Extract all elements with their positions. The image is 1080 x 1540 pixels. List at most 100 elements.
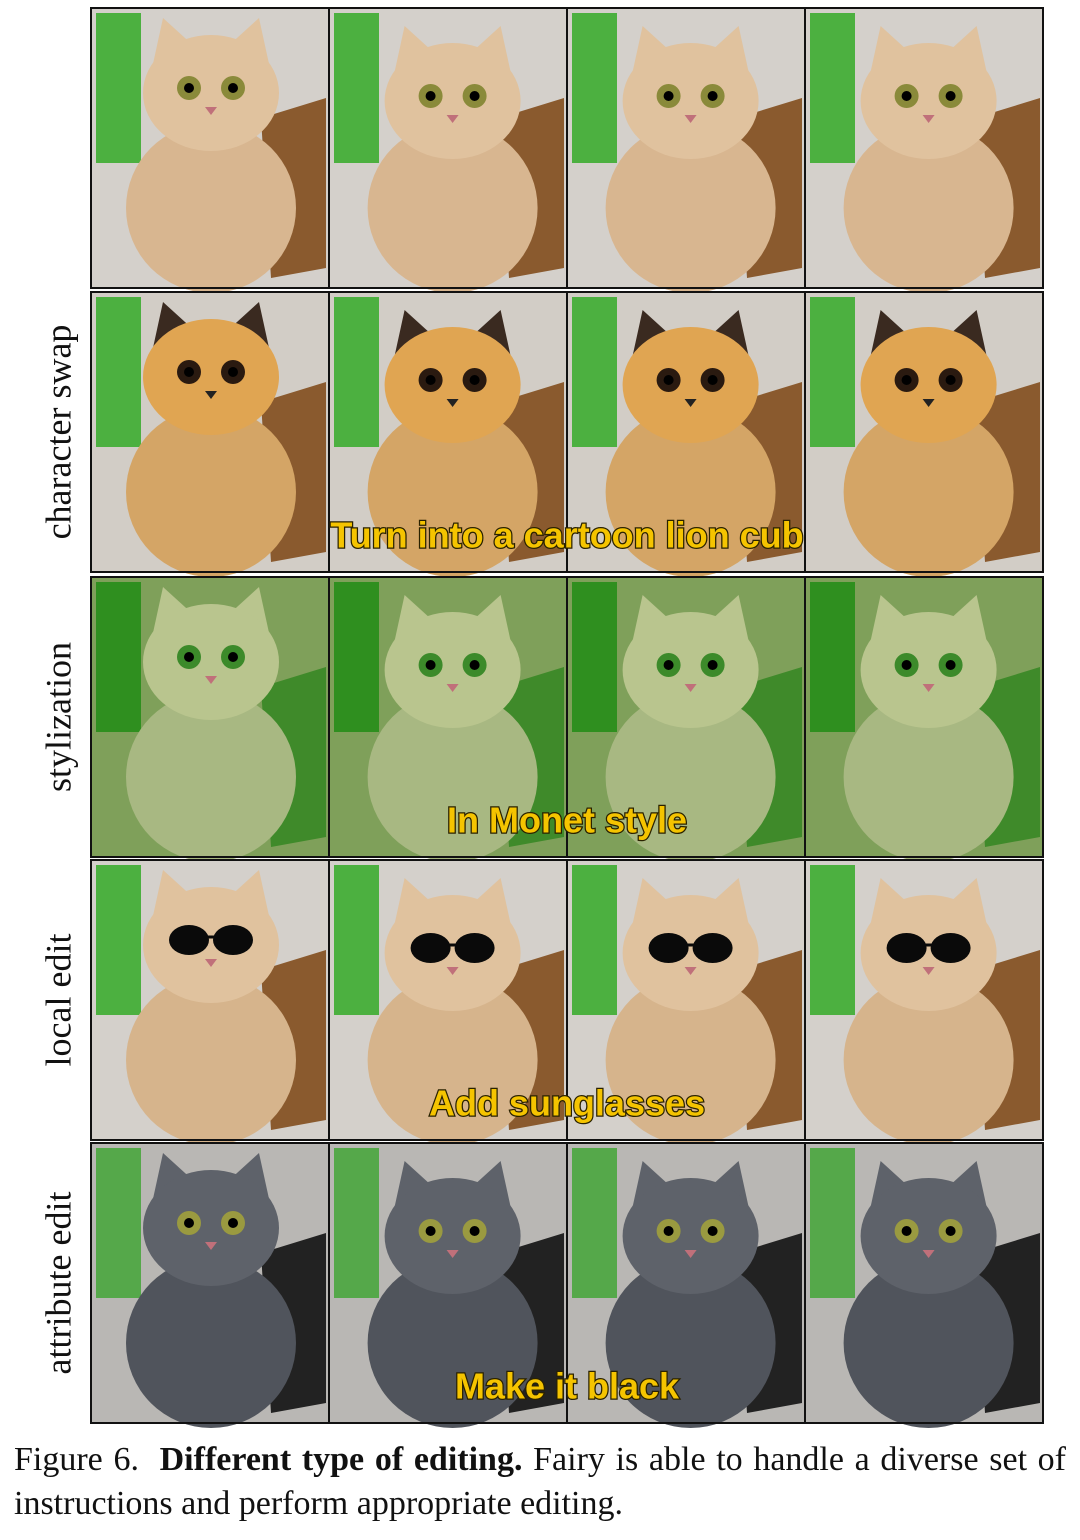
cat-pupil	[707, 1226, 718, 1236]
cat-head	[143, 35, 279, 151]
video-frame	[566, 7, 806, 293]
edit-instruction: In Monet style	[447, 800, 687, 841]
background-green-object	[96, 1148, 141, 1298]
cat-head	[622, 612, 759, 728]
cat-head	[622, 895, 759, 1011]
cat-pupil	[663, 91, 674, 101]
cat-body	[367, 975, 538, 1145]
cat-nose	[205, 676, 217, 684]
cat-body	[605, 692, 776, 862]
video-frame	[328, 1142, 568, 1428]
cat-head	[384, 43, 521, 159]
cat-pupil	[707, 375, 718, 385]
cat-nose	[684, 115, 697, 123]
sunglasses-lens	[886, 933, 927, 963]
cat-head	[143, 319, 279, 435]
cat-body	[367, 123, 538, 293]
background-green-object	[810, 13, 855, 163]
cat-head	[860, 1178, 997, 1294]
background-green-object	[810, 1148, 855, 1298]
sunglasses-lens	[410, 933, 451, 963]
cat-head	[384, 327, 521, 443]
video-frame	[90, 291, 330, 577]
cat-head	[622, 43, 759, 159]
cat-pupil	[425, 660, 436, 670]
background-green-object	[334, 1148, 379, 1298]
cat-nose	[446, 115, 459, 123]
background-green-object	[572, 582, 617, 732]
background-green-object	[810, 865, 855, 1015]
cat-nose	[446, 967, 459, 975]
cat-body	[843, 975, 1014, 1145]
video-frame	[566, 1142, 806, 1428]
cat-body	[605, 1258, 776, 1428]
edit-instruction: Make it black	[455, 1366, 680, 1407]
video-frame	[804, 859, 1044, 1145]
cat-body	[605, 975, 776, 1145]
cat-head	[143, 887, 279, 1003]
cat-pupil	[945, 91, 956, 101]
frame-border	[804, 1142, 1044, 1424]
cat-head	[622, 327, 759, 443]
cat-pupil	[469, 660, 480, 670]
background-green-object	[334, 297, 379, 447]
background-green-object	[334, 582, 379, 732]
sunglasses-lens	[930, 933, 971, 963]
cat-head	[143, 604, 279, 720]
background-green-object	[572, 297, 617, 447]
cat-pupil	[945, 660, 956, 670]
cat-nose	[922, 1250, 935, 1258]
background-green-object	[572, 13, 617, 163]
background-green-object	[334, 865, 379, 1015]
background-green-object	[96, 582, 141, 732]
frame-border	[804, 291, 1044, 573]
caption-title: Different type of editing.	[159, 1441, 523, 1478]
video-frame	[90, 7, 330, 293]
figure-caption: Figure 6. Different type of editing. Fai…	[14, 1438, 1066, 1526]
video-frame	[328, 7, 568, 293]
background-green-object	[572, 1148, 617, 1298]
caption-text: Fairy is able to handle a diverse set of…	[14, 1441, 1067, 1522]
cat-body	[126, 692, 296, 862]
cat-pupil	[707, 91, 718, 101]
cat-nose	[446, 399, 459, 407]
row-label: local edit	[38, 934, 78, 1067]
video-frame	[90, 576, 330, 862]
cat-body	[126, 407, 296, 577]
cat-body	[367, 692, 538, 862]
cat-pupil	[901, 1226, 912, 1236]
cat-pupil	[184, 367, 194, 377]
edit-instruction: Turn into a cartoon lion cub	[330, 515, 803, 556]
cat-body	[843, 1258, 1014, 1428]
cat-body	[126, 975, 296, 1145]
background-green-object	[334, 13, 379, 163]
cat-pupil	[425, 1226, 436, 1236]
row-label: character swap	[38, 325, 78, 540]
cat-nose	[205, 391, 217, 399]
cat-pupil	[228, 367, 238, 377]
row-label: stylization	[38, 642, 78, 792]
cat-body	[367, 1258, 538, 1428]
background-green-object	[572, 865, 617, 1015]
cat-body	[126, 123, 296, 293]
cat-pupil	[901, 375, 912, 385]
cat-body	[843, 692, 1014, 862]
cat-head	[860, 612, 997, 728]
cat-body	[367, 407, 538, 577]
background-green-object	[96, 865, 141, 1015]
cat-nose	[684, 399, 697, 407]
edit-instruction: Add sunglasses	[429, 1083, 705, 1124]
video-frame	[328, 576, 568, 862]
cat-pupil	[228, 83, 238, 93]
video-frame	[804, 1142, 1044, 1428]
cat-head	[860, 895, 997, 1011]
cat-head	[860, 43, 997, 159]
cat-pupil	[184, 83, 194, 93]
cat-nose	[922, 399, 935, 407]
video-frame	[90, 859, 330, 1145]
cat-nose	[922, 684, 935, 692]
row-label: attribute edit	[38, 1192, 78, 1375]
cat-head	[143, 1170, 279, 1286]
cat-pupil	[901, 660, 912, 670]
